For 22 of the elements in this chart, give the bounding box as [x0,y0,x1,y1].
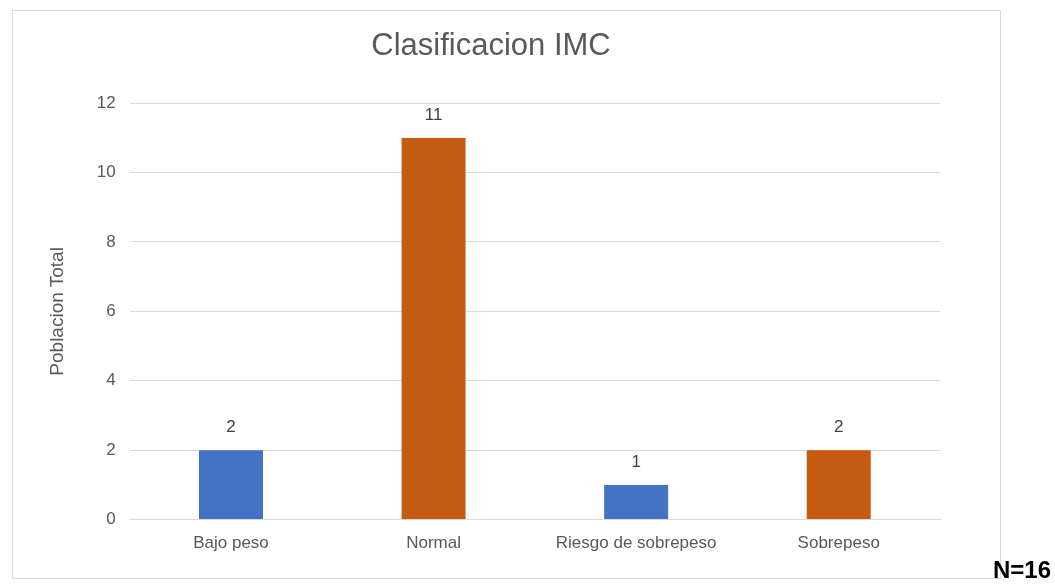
data-label: 1 [631,452,641,472]
x-tick-label: Sobrepeso [797,533,880,553]
x-tick-label: Bajo peso [193,533,269,553]
text: N=16 [992,556,1051,584]
x-tick-label: Normal [406,533,461,553]
bar [604,484,669,520]
y-tick-label: 2 [106,439,116,459]
bar [198,450,263,520]
y-tick-label: 12 [96,92,116,112]
x-tick-label: Riesgo de sobrepeso [555,533,717,553]
y-axis-title: Poblacion Total [45,247,67,376]
bar [806,450,871,520]
y-tick-label: 8 [106,231,116,251]
data-label: 2 [833,417,844,437]
bar [401,137,466,520]
data-label: 11 [424,105,443,125]
chart-title: Clasificacion IMC [371,27,611,63]
y-tick-label: 10 [96,162,116,182]
y-tick-label: 4 [106,370,116,390]
y-tick-label: 0 [106,509,116,529]
y-tick-label: 6 [106,301,116,321]
data-label: 2 [226,417,236,437]
